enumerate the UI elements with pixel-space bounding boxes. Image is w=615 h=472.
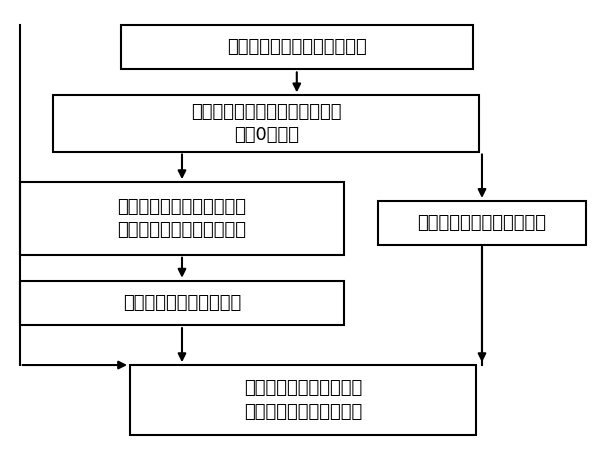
Bar bbox=[121, 25, 473, 69]
Bar bbox=[54, 95, 479, 152]
Bar bbox=[20, 280, 344, 325]
Text: 将同一汇流箱下支路电流值
作为一组待提取特征数据组: 将同一汇流箱下支路电流值 作为一组待提取特征数据组 bbox=[117, 198, 247, 239]
Bar bbox=[378, 201, 586, 245]
Text: 数据清洗，将异常电流值剔除，
补以0值代替: 数据清洗，将异常电流值剔除， 补以0值代替 bbox=[191, 102, 341, 144]
Text: 对每一条支路提取纵向特征: 对每一条支路提取纵向特征 bbox=[418, 214, 547, 232]
Bar bbox=[130, 365, 476, 435]
Text: 对每组数据提取横向特征: 对每组数据提取横向特征 bbox=[123, 294, 241, 312]
Text: 合并提取到的特征数据与
原始电流数据制作数据集: 合并提取到的特征数据与 原始电流数据制作数据集 bbox=[244, 379, 362, 421]
Bar bbox=[20, 182, 344, 255]
Text: 获得原始数据，进行时间采样: 获得原始数据，进行时间采样 bbox=[227, 38, 367, 56]
